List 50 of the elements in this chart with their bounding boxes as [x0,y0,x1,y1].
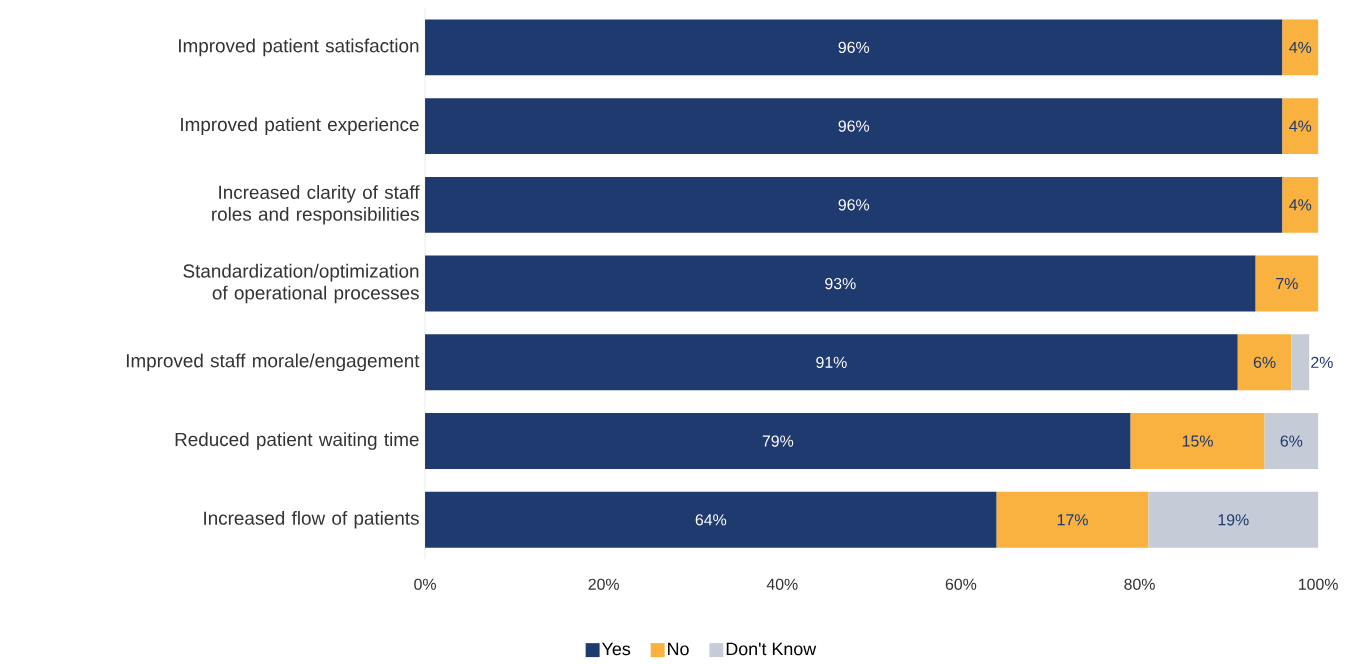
bar [425,334,1238,391]
y-tick-label: Improved patient satisfaction [179,38,419,57]
x-tick-label: 0% [414,578,436,590]
data-label: 4% [1289,199,1312,211]
x-tick-label: 20% [588,578,619,590]
data-label: 17% [1057,514,1088,526]
bar [1130,413,1265,470]
bar [1264,413,1319,470]
legend-label: No [668,642,689,656]
data-label: 6% [1253,356,1276,369]
data-label: 2% [1311,356,1333,368]
bar [425,255,1256,312]
y-tick-label: Increased clarity of staff roles and responsibilities [212,185,420,225]
y-tick-label: Increased flow of patients [204,511,419,529]
bar [425,19,1283,76]
data-label: 96% [838,199,870,211]
bar [425,98,1283,155]
legend-label: Don't Know [726,642,817,656]
data-label: 79% [762,435,794,447]
data-label: 91% [816,356,847,369]
bar [425,413,1131,470]
y-tick-label: Reduced patient waiting time [175,432,419,450]
data-label: 15% [1182,435,1213,447]
x-tick-label: 80% [1124,578,1155,590]
legend-label: Yes [601,642,631,656]
data-label: 6% [1280,435,1303,447]
x-tick-label: 60% [945,578,977,590]
data-label: 96% [838,41,870,54]
bar [1255,255,1319,312]
bar [1148,491,1319,548]
x-tick-label: 100% [1299,578,1338,590]
bar [1282,176,1319,233]
bar [1282,98,1319,155]
data-label: 19% [1218,514,1249,526]
y-tick-label: Standardization/optimization of operational processes [183,263,419,304]
bar [1291,334,1310,391]
data-label: 93% [825,278,856,290]
bar [996,491,1149,548]
data-label: 64% [695,514,727,526]
data-label: 96% [838,120,870,132]
bar [425,176,1283,233]
y-tick-label: Improved staff morale/engagement [126,353,420,372]
bar [425,491,997,548]
data-label: 4% [1289,41,1312,53]
data-label: 7% [1276,278,1298,290]
y-tick-label: Improved patient experience [181,117,419,135]
bar [1237,334,1292,391]
bar [1282,19,1319,76]
x-tick-label: 40% [766,578,798,590]
data-label: 4% [1289,120,1312,132]
